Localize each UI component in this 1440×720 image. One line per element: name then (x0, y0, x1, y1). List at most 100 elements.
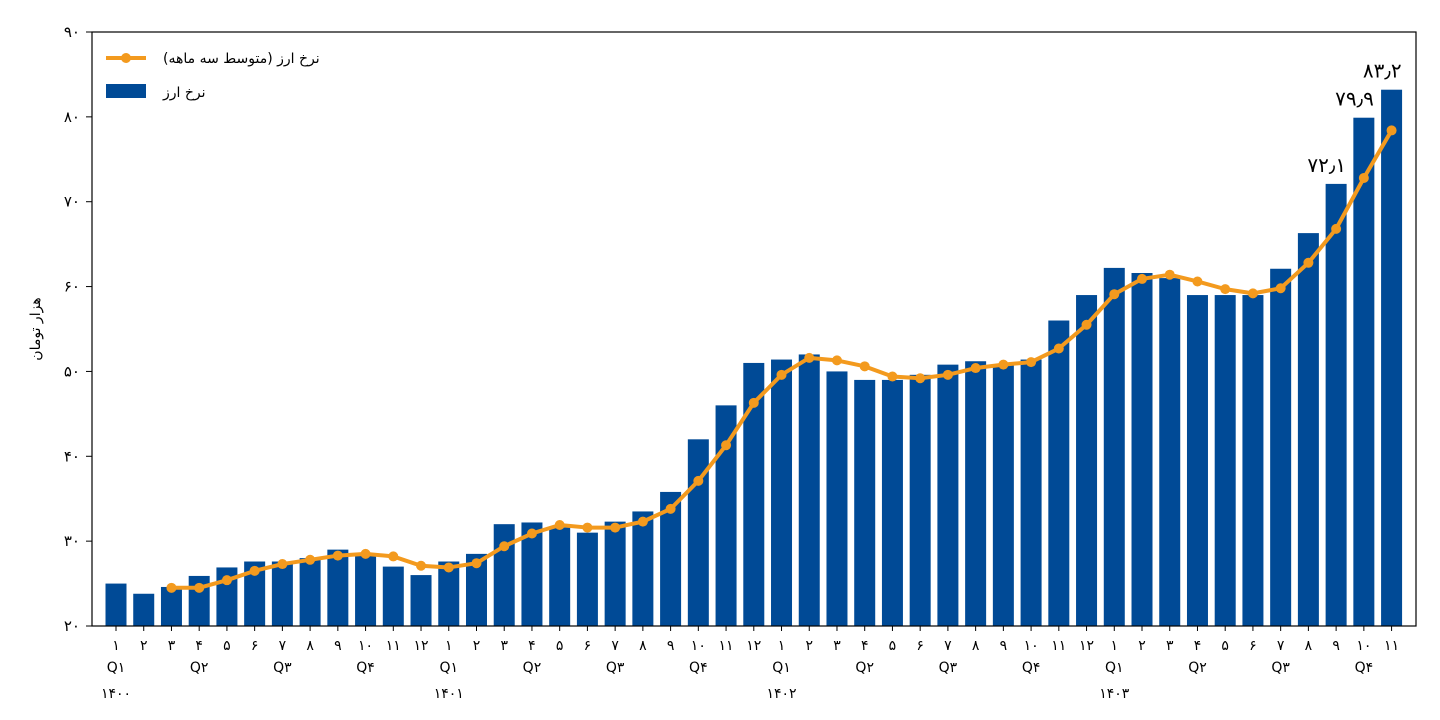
month-label: ۵ (223, 638, 231, 654)
bar (687, 439, 709, 626)
line-point (859, 361, 870, 372)
line-point (665, 503, 676, 514)
bar (493, 524, 515, 626)
quarter-label: Q۳ (273, 660, 292, 676)
month-label: ۹ (334, 638, 342, 654)
bar (1214, 295, 1236, 626)
month-label: ۱۲ (1079, 638, 1094, 654)
bar (771, 359, 793, 626)
month-label: ۱۰ (1024, 638, 1039, 654)
month-label: ۵ (889, 638, 897, 654)
bar (299, 558, 321, 626)
month-label: ۳ (500, 638, 508, 654)
y-tick-label: ۶۰ (64, 278, 80, 296)
line-point (221, 575, 232, 586)
bar (826, 371, 848, 626)
bar (327, 549, 349, 626)
y-tick-label: ۸۰ (64, 108, 80, 126)
bar (909, 374, 931, 626)
line-point (194, 582, 205, 593)
bar (1325, 183, 1347, 626)
y-axis-label: هزار تومان (28, 297, 44, 360)
legend-line-label: نرخ ارز (متوسط سه ماهه) (163, 51, 320, 67)
bar (382, 566, 404, 626)
bar (1297, 233, 1319, 626)
line-point (970, 363, 981, 374)
bar (1270, 268, 1292, 626)
month-label: ۲ (805, 638, 813, 654)
month-label: ۴ (861, 638, 869, 654)
line-point (1331, 223, 1342, 234)
line-point (1081, 319, 1092, 330)
month-label: ۹ (1000, 638, 1008, 654)
month-label: ۸ (639, 638, 647, 654)
line-point (637, 516, 648, 527)
data-labels: ۷۲٫۱ ۷۹٫۹ ۸۳٫۲ (1307, 59, 1401, 177)
bar (660, 491, 682, 626)
bar (1242, 295, 1264, 626)
bar (1159, 278, 1181, 626)
line-point (1247, 288, 1258, 299)
month-label: ۴ (1194, 638, 1202, 654)
y-tick-label: ۳۰ (64, 532, 80, 550)
month-label: ۲ (1138, 638, 1146, 654)
legend: نرخ ارز (متوسط سه ماهه) نرخ ارز (106, 51, 320, 101)
line-point (499, 541, 510, 552)
y-tick-label: ۵۰ (64, 362, 80, 380)
bar (1353, 117, 1375, 626)
line-point (249, 565, 260, 576)
y-axis: ۲۰ ۳۰ ۴۰ ۵۰ ۶۰ ۷۰ ۸۰ ۹۰ (64, 23, 92, 635)
year-label: ۱۴۰۰ (101, 686, 131, 702)
quarter-label: Q۳ (1271, 660, 1290, 676)
bar-data-label: ۷۹٫۹ (1335, 87, 1374, 111)
month-label: ۸ (306, 638, 314, 654)
line-point (1275, 283, 1286, 294)
month-label: ۱ (112, 638, 120, 654)
bar (355, 554, 377, 626)
bar (1103, 267, 1125, 626)
line-point (1386, 125, 1397, 136)
line-point (416, 560, 427, 571)
y-tick-label: ۲۰ (64, 617, 80, 635)
year-label: ۱۴۰۲ (766, 686, 796, 702)
line-point (277, 559, 288, 570)
line-point (693, 475, 704, 486)
line-point (804, 352, 815, 363)
quarter-label: Q۲ (1188, 660, 1207, 676)
bar (992, 365, 1014, 626)
month-label: ۱۰ (358, 638, 373, 654)
line-point (1053, 343, 1064, 354)
line-point (360, 548, 371, 559)
bar (410, 575, 432, 626)
quarter-label: Q۲ (523, 660, 542, 676)
line-point (887, 371, 898, 382)
line-point (942, 369, 953, 380)
bar (854, 379, 876, 626)
legend-bar-label: نرخ ارز (162, 85, 206, 101)
month-label: ۹ (667, 638, 675, 654)
month-label: ۱۰ (691, 638, 706, 654)
month-label: ۳ (168, 638, 176, 654)
bar (632, 511, 654, 626)
bar (576, 532, 598, 626)
line-point (1220, 284, 1231, 295)
month-label: ۵ (556, 638, 564, 654)
bar (244, 561, 266, 626)
quarter-label: Q۳ (939, 660, 958, 676)
bar (881, 379, 903, 626)
line-point (610, 522, 621, 533)
quarter-label: Q۱ (772, 660, 791, 676)
legend-line-marker (121, 53, 131, 63)
quarter-label: Q۴ (689, 660, 708, 676)
line-point (1192, 276, 1203, 287)
month-label: ۶ (916, 638, 924, 654)
bar (1020, 359, 1042, 626)
quarter-label: Q۱ (439, 660, 458, 676)
bar (937, 364, 959, 626)
line-point (1164, 269, 1175, 280)
line-point (998, 359, 1009, 370)
line-point (305, 554, 316, 565)
quarter-label: Q۱ (107, 660, 126, 676)
quarter-label: Q۴ (1355, 660, 1374, 676)
